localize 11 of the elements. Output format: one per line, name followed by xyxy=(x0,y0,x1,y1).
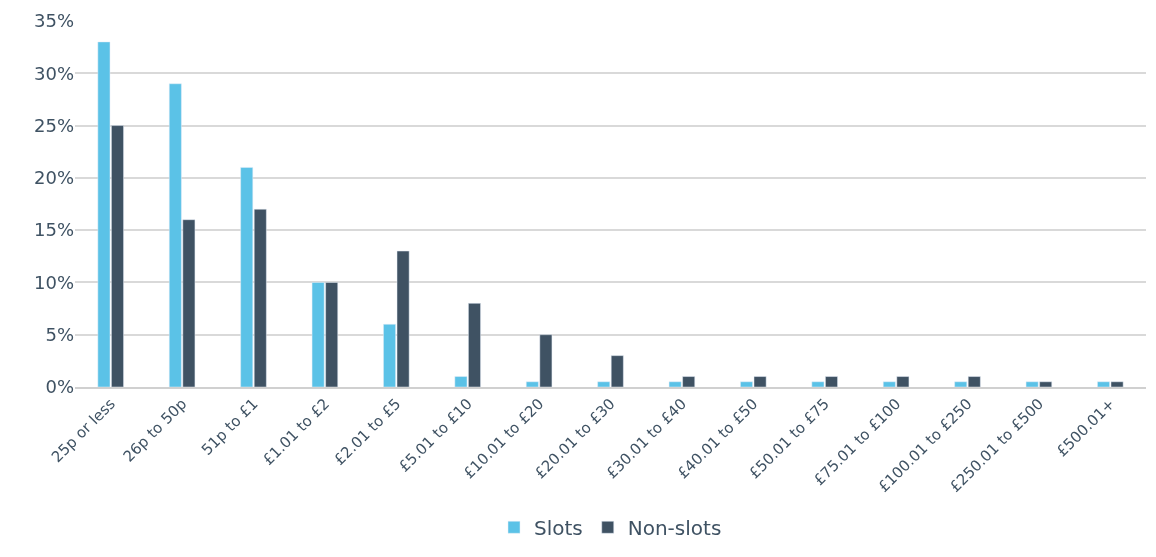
x-tick-label: 51p to £1 xyxy=(197,394,262,459)
y-tick-label: 35% xyxy=(33,10,74,32)
legend-label: Non-slots xyxy=(627,516,722,541)
y-tick-label: 20% xyxy=(33,167,74,189)
y-tick-label: 25% xyxy=(33,114,74,136)
legend-label: Slots xyxy=(534,516,583,541)
x-tick-label: 26p to 50p xyxy=(119,394,191,466)
y-tick-label: 30% xyxy=(33,62,74,84)
y-tick-label: 10% xyxy=(33,271,74,293)
y-tick-label: 15% xyxy=(33,219,74,241)
y-tick-label: 5% xyxy=(45,324,74,346)
